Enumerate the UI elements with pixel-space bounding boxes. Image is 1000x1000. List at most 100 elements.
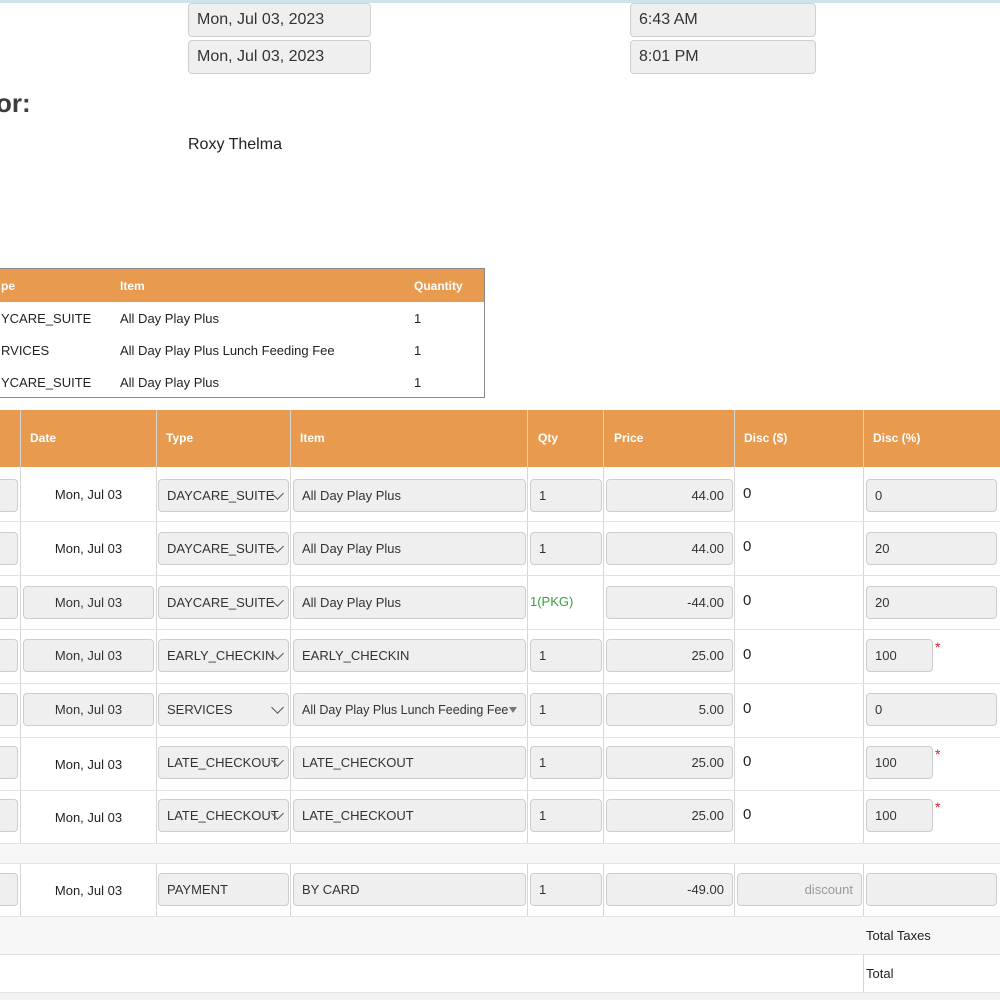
package-table-header: pe Item Quantity xyxy=(0,269,484,302)
pkg-type: YCARE_SUITE xyxy=(1,375,92,390)
column-divider xyxy=(603,410,604,916)
type-select[interactable]: LATE_CHECKOUT xyxy=(158,746,289,779)
row-select-field[interactable] xyxy=(0,799,18,832)
disc-amount: 0 xyxy=(743,592,752,609)
pkg-item: All Day Play Plus Lunch Feeding Fee xyxy=(120,343,335,358)
price-field[interactable]: -44.00 xyxy=(606,586,733,619)
item-select[interactable]: All Day Play Plus Lunch Feeding Fee xyxy=(293,693,526,726)
caret-down-icon xyxy=(509,707,517,713)
total-label: Total xyxy=(866,966,894,981)
table-row: Mon, Jul 03 LATE_CHECKOUT LATE_CHECKOUT … xyxy=(0,791,1000,844)
table-row: Mon, Jul 03 SERVICES All Day Play Plus L… xyxy=(0,684,1000,738)
col-price: Price xyxy=(614,431,644,445)
row-date: Mon, Jul 03 xyxy=(54,487,123,502)
price-field[interactable]: 44.00 xyxy=(606,479,733,512)
end-date-field[interactable]: Mon, Jul 03, 2023 xyxy=(188,40,371,74)
qty-field[interactable]: 1 xyxy=(530,479,602,512)
payment-item-field[interactable]: BY CARD xyxy=(293,873,526,906)
start-time-field[interactable]: 6:43 AM xyxy=(630,3,816,37)
pkg-type: YCARE_SUITE xyxy=(1,311,92,326)
disc-amount: 0 xyxy=(743,806,752,823)
price-field[interactable]: 44.00 xyxy=(606,532,733,565)
package-qty: 1(PKG) xyxy=(530,594,574,609)
row-date: Mon, Jul 03 xyxy=(54,541,123,556)
price-field[interactable]: 25.00 xyxy=(606,746,733,779)
item-field[interactable]: All Day Play Plus xyxy=(293,532,526,565)
qty-field[interactable]: 1 xyxy=(530,693,602,726)
type-value: EARLY_CHECKIN xyxy=(167,648,275,663)
customer-name: Roxy Thelma xyxy=(188,136,282,153)
row-select-field[interactable] xyxy=(0,479,18,512)
type-select[interactable]: EARLY_CHECKIN xyxy=(158,639,289,672)
qty-field[interactable]: 1 xyxy=(530,799,602,832)
pkg-qty: 1 xyxy=(414,375,422,390)
type-value: DAYCARE_SUITE xyxy=(167,541,275,556)
price-field[interactable]: 5.00 xyxy=(606,693,733,726)
pkg-item: All Day Play Plus xyxy=(120,311,219,326)
type-select[interactable]: DAYCARE_SUITE xyxy=(158,479,289,512)
pkg-col-item: Item xyxy=(120,279,145,293)
table-row: Mon, Jul 03 LATE_CHECKOUT LATE_CHECKOUT … xyxy=(0,738,1000,791)
price-field[interactable]: 25.00 xyxy=(606,799,733,832)
payment-qty-field[interactable]: 1 xyxy=(530,873,602,906)
row-select-field[interactable] xyxy=(0,746,18,779)
disc-percent-field[interactable]: 0 xyxy=(866,479,997,512)
disc-percent-field[interactable]: 100 xyxy=(866,639,933,672)
disc-percent-field[interactable]: 20 xyxy=(866,532,997,565)
payment-price-field[interactable]: -49.00 xyxy=(606,873,733,906)
qty-field[interactable]: 1 xyxy=(530,639,602,672)
row-select-field[interactable] xyxy=(0,693,18,726)
type-select[interactable]: LATE_CHECKOUT xyxy=(158,799,289,832)
package-row: RVICES All Day Play Plus Lunch Feeding F… xyxy=(0,335,484,367)
row-select-field[interactable] xyxy=(0,873,18,906)
price-field[interactable]: 25.00 xyxy=(606,639,733,672)
disc-amount: 0 xyxy=(743,753,752,770)
disc-amount: 0 xyxy=(743,700,752,717)
total-taxes-label: Total Taxes xyxy=(866,928,931,943)
date-field[interactable]: Mon, Jul 03 xyxy=(23,639,154,672)
col-disc-percent: Disc (%) xyxy=(873,431,921,445)
top-border xyxy=(0,0,1000,3)
row-select-field[interactable] xyxy=(0,532,18,565)
column-divider xyxy=(527,410,528,916)
payment-date: Mon, Jul 03 xyxy=(54,882,123,898)
end-time-field[interactable]: 8:01 PM xyxy=(630,40,816,74)
type-value: DAYCARE_SUITE xyxy=(167,488,275,503)
date-field[interactable]: Mon, Jul 03 xyxy=(23,693,154,726)
payment-type-field[interactable]: PAYMENT xyxy=(158,873,289,906)
qty-field[interactable]: 1 xyxy=(530,532,602,565)
pkg-qty: 1 xyxy=(414,343,422,358)
type-select[interactable]: DAYCARE_SUITE xyxy=(158,532,289,565)
spacer-row xyxy=(0,844,1000,864)
date-field[interactable]: Mon, Jul 03 xyxy=(23,586,154,619)
table-row: Mon, Jul 03 DAYCARE_SUITE All Day Play P… xyxy=(0,522,1000,576)
payment-disc-percent-field[interactable] xyxy=(866,873,997,906)
package-row: YCARE_SUITE All Day Play Plus 1 xyxy=(0,303,484,335)
disc-percent-field[interactable]: 100 xyxy=(866,746,933,779)
disc-percent-field[interactable]: 0 xyxy=(866,693,997,726)
start-date-field[interactable]: Mon, Jul 03, 2023 xyxy=(188,3,371,37)
type-value: SERVICES xyxy=(167,702,233,717)
disc-percent-field[interactable]: 20 xyxy=(866,586,997,619)
required-marker: * xyxy=(935,746,941,762)
item-field[interactable]: LATE_CHECKOUT xyxy=(293,799,526,832)
column-divider xyxy=(156,410,157,916)
type-select[interactable]: DAYCARE_SUITE xyxy=(158,586,289,619)
pkg-qty: 1 xyxy=(414,311,422,326)
item-field[interactable]: LATE_CHECKOUT xyxy=(293,746,526,779)
required-marker: * xyxy=(935,799,941,815)
type-select[interactable]: SERVICES xyxy=(158,693,289,726)
item-field[interactable]: All Day Play Plus xyxy=(293,479,526,512)
row-select-field[interactable] xyxy=(0,586,18,619)
table-footer xyxy=(0,993,1000,1000)
disc-percent-field[interactable]: 100 xyxy=(866,799,933,832)
row-select-field[interactable] xyxy=(0,639,18,672)
column-divider xyxy=(20,410,21,916)
item-value: All Day Play Plus Lunch Feeding Fee xyxy=(302,702,509,717)
discount-input[interactable]: discount xyxy=(737,873,862,906)
disc-amount: 0 xyxy=(743,646,752,663)
qty-field[interactable]: 1 xyxy=(530,746,602,779)
item-field[interactable]: EARLY_CHECKIN xyxy=(293,639,526,672)
item-field[interactable]: All Day Play Plus xyxy=(293,586,526,619)
pkg-type: RVICES xyxy=(1,343,50,358)
